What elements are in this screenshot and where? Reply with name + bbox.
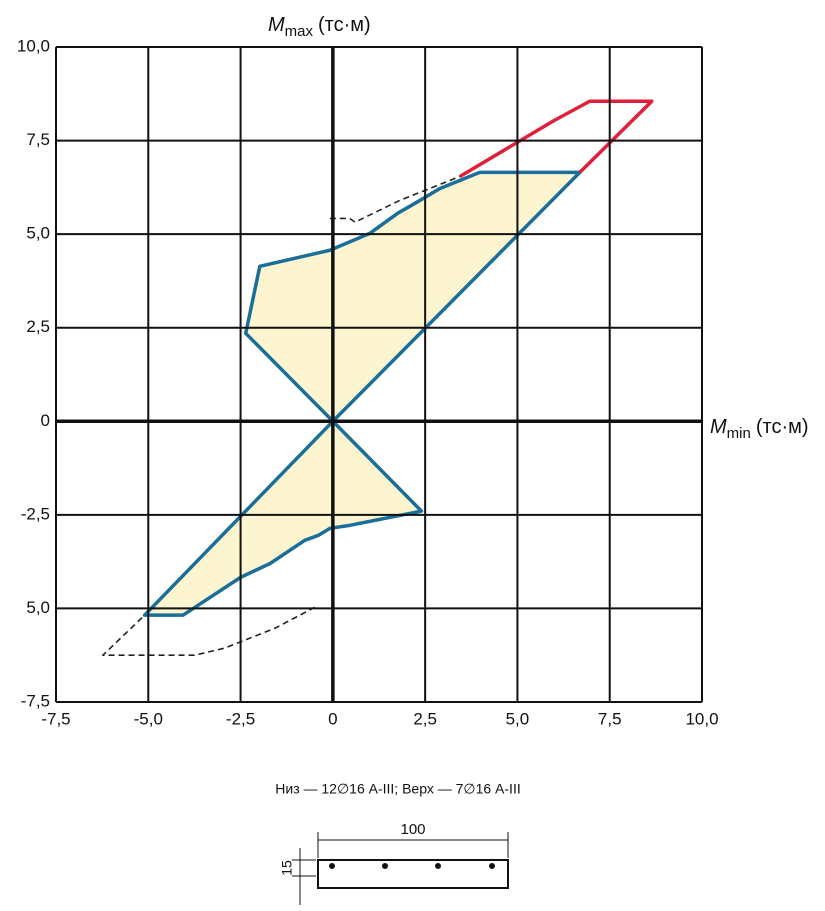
line	[458, 99, 654, 179]
rebar	[435, 863, 441, 869]
y-tick-label: -7,5	[21, 691, 50, 710]
y-tick-label: 7,5	[26, 130, 50, 149]
section-drawing	[292, 832, 509, 905]
plot: -7,5 5,0 -2,5 0 2,5 5,0 7,5 10,0 -7,5 -5,0 -2,5 0 2,…	[17, 36, 719, 728]
section-height: 15	[279, 860, 295, 876]
x-tick-label: 7,5	[598, 709, 622, 728]
y-tick-label: 5,0	[26, 598, 50, 617]
y-label-unit: (тс·м)	[318, 14, 371, 36]
grid	[55, 46, 703, 703]
data-layer	[102, 99, 654, 657]
x-label-unit: (тс·м)	[756, 416, 809, 438]
rebar	[489, 863, 495, 869]
x-tick-label: -7,5	[41, 709, 70, 728]
rebar	[382, 863, 388, 869]
y-label-sub: max	[285, 23, 314, 40]
y-axis-label: Mmax (тс·м)	[268, 14, 371, 40]
x-tick-label: 2,5	[413, 709, 437, 728]
tick-labels: -7,5 5,0 -2,5 0 2,5 5,0 7,5 10,0 -7,5 -5,0 -2,5 0 2,…	[17, 36, 719, 728]
x-tick-label: 5,0	[506, 709, 530, 728]
y-tick-label: 2,5	[26, 317, 50, 336]
section-width: 100	[400, 821, 425, 838]
rebar	[329, 863, 335, 869]
y-tick-label: -2,5	[21, 504, 50, 523]
region	[243, 170, 582, 424]
x-tick-label: -2,5	[226, 709, 255, 728]
line	[102, 606, 316, 657]
x-label-sub: min	[727, 425, 751, 442]
y-tick-label: 10,0	[17, 36, 50, 55]
line	[329, 175, 461, 223]
x-label-symbol: M	[710, 416, 727, 438]
region	[142, 419, 424, 617]
section-outline	[317, 859, 509, 889]
y-tick-label: 0	[41, 411, 50, 430]
x-tick-label: -5,0	[134, 709, 163, 728]
x-tick-label: 0	[328, 709, 337, 728]
y-tick-label: 5,0	[26, 224, 50, 243]
x-axis-label: Mmin (тс·м)	[710, 416, 809, 442]
y-label-symbol: M	[268, 14, 285, 36]
caption: Низ — 12∅16 A-III; Верх — 7∅16 A-III	[275, 781, 520, 797]
x-tick-label: 10,0	[685, 709, 718, 728]
